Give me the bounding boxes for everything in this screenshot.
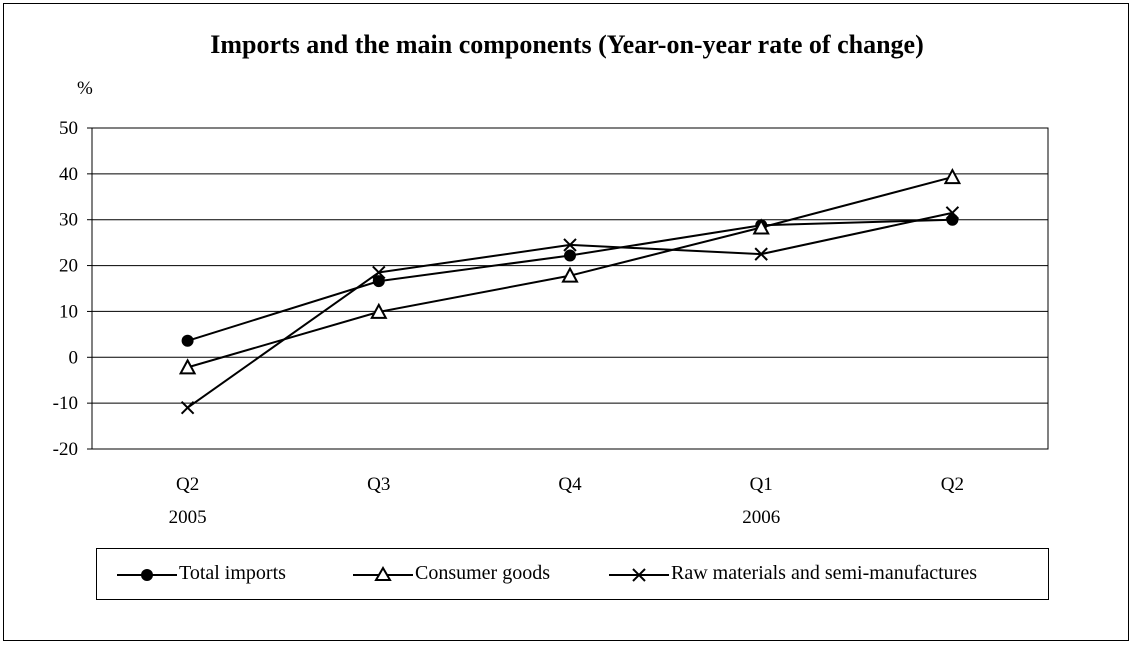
data-point-consumer-goods <box>561 266 579 283</box>
y-tick-label: 0 <box>69 347 79 368</box>
legend-symbol-total-imports <box>117 569 177 581</box>
plot-area-border <box>91 127 1049 450</box>
y-tick-label: 20 <box>59 256 78 277</box>
x-tick-label: Q2 <box>176 474 199 495</box>
chart-title: Imports and the main components (Year-on… <box>210 30 924 59</box>
x-marker-stroke <box>945 206 960 220</box>
y-tick-label: -20 <box>53 439 78 460</box>
y-tick-label: 10 <box>59 301 78 322</box>
data-point-total-imports <box>181 334 194 347</box>
y-tick-label: 40 <box>59 164 78 185</box>
x-marker-stroke <box>563 238 577 252</box>
legend-label-consumer-goods: Consumer goods <box>415 562 550 584</box>
series-line-2 <box>187 211 953 409</box>
data-point-consumer-goods <box>752 218 770 235</box>
series-layer <box>178 167 962 415</box>
data-point-total-imports <box>372 275 385 288</box>
legend-symbol-raw-materials <box>609 568 669 582</box>
data-point-consumer-goods <box>370 302 388 319</box>
x-marker-stroke <box>180 401 195 415</box>
data-point-consumer-goods <box>943 167 962 185</box>
data-point-raw-materials <box>754 247 768 261</box>
x-tick-label: Q4 <box>558 474 582 495</box>
data-point-total-imports <box>946 213 959 226</box>
data-point-consumer-goods <box>178 358 197 375</box>
data-point-raw-materials <box>563 238 577 252</box>
y-tick-label: 30 <box>59 210 78 231</box>
grid-layer <box>91 127 1049 450</box>
data-point-raw-materials <box>180 401 195 415</box>
legend-label-total-imports: Total imports <box>179 562 286 584</box>
x-tick-year-label: 2005 <box>169 507 207 528</box>
y-tick-label: -10 <box>53 393 78 414</box>
legend-symbol-consumer-goods <box>353 566 413 581</box>
legend-label-raw-materials: Raw materials and semi-manufactures <box>671 562 977 584</box>
x-tick-label: Q2 <box>941 474 964 495</box>
x-tick-year-label: 2006 <box>742 507 780 528</box>
y-tick-label: 50 <box>59 118 78 139</box>
x-marker-stroke <box>754 247 768 261</box>
chart-frame <box>3 3 1129 641</box>
legend: Total imports Consumer goods Raw materia… <box>96 548 1049 600</box>
axis-layer: 50 40 30 20 10 0 -10 -20% Q2 2005 Q3 Q4 Q1 2006 Q2 <box>53 78 964 528</box>
x-tick-label: Q1 <box>750 474 773 495</box>
x-tick-label: Q3 <box>367 474 390 495</box>
x-marker-stroke <box>372 265 386 280</box>
data-point-raw-materials <box>945 206 960 220</box>
data-point-total-imports <box>564 249 576 262</box>
y-axis-label: % <box>77 78 93 99</box>
data-point-raw-materials <box>372 265 386 280</box>
